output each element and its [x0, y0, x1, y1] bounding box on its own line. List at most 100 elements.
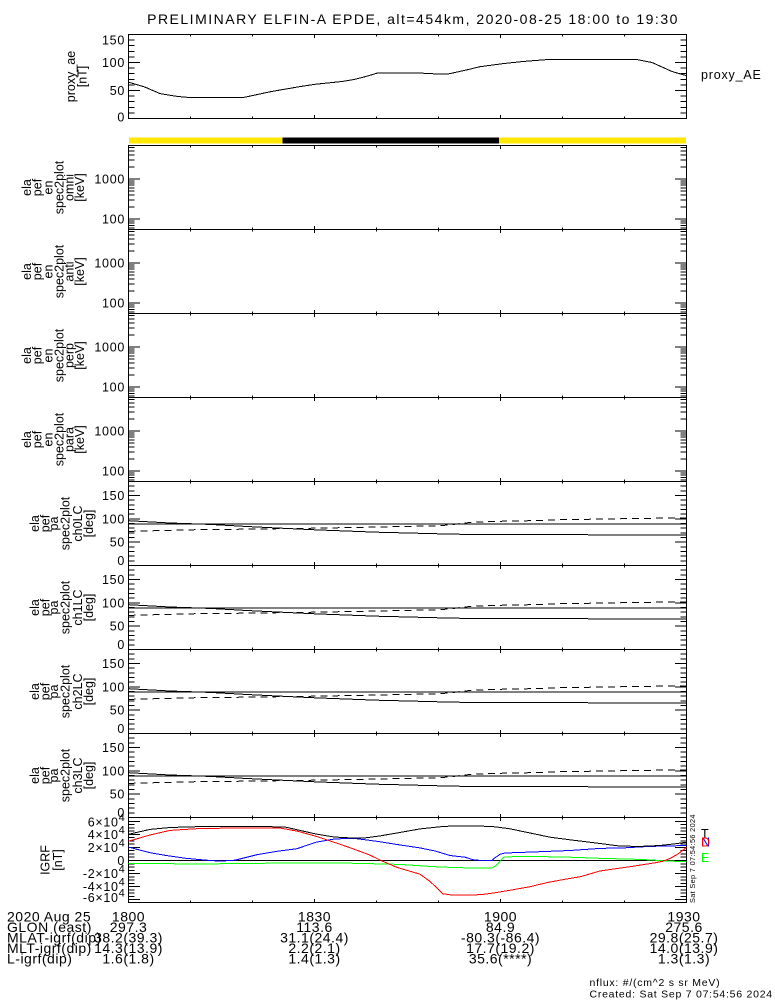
svg-text:[keV]: [keV]: [73, 341, 87, 370]
svg-text:-2×104: -2×104: [83, 864, 126, 882]
svg-text:150: 150: [102, 741, 125, 755]
svg-text:150: 150: [102, 657, 125, 671]
svg-text:1000: 1000: [94, 424, 125, 438]
svg-text:50: 50: [110, 84, 125, 98]
svg-text:4×104: 4×104: [88, 824, 126, 842]
svg-text:ela: ela: [28, 767, 42, 784]
svg-text:anti: anti: [62, 261, 76, 281]
svg-text:ch0LC: ch0LC: [71, 505, 85, 541]
svg-text:ela: ela: [20, 263, 34, 280]
svg-text:GLON (east): GLON (east): [7, 919, 92, 935]
svg-text:50: 50: [110, 536, 125, 550]
svg-text:84.9: 84.9: [486, 919, 515, 935]
svg-text:[keV]: [keV]: [73, 173, 87, 202]
svg-text:29.8(25.7): 29.8(25.7): [650, 930, 719, 946]
svg-text:spec2plot: spec2plot: [52, 328, 66, 382]
svg-text:pa: pa: [47, 601, 61, 615]
svg-text:MLAT-igrf(dip): MLAT-igrf(dip): [7, 930, 102, 946]
svg-text:omni: omni: [62, 174, 76, 201]
svg-text:ch1LC: ch1LC: [71, 589, 85, 625]
svg-text:spec2plot: spec2plot: [52, 244, 66, 298]
svg-text:ela: ela: [28, 599, 42, 616]
svg-text:1900: 1900: [484, 909, 517, 925]
svg-text:100: 100: [102, 680, 125, 694]
svg-text:spec2plot: spec2plot: [52, 412, 66, 466]
svg-text:ch2LC: ch2LC: [71, 673, 85, 709]
svg-text:100: 100: [102, 381, 125, 395]
svg-text:0: 0: [117, 638, 125, 652]
svg-text:pef: pef: [38, 514, 52, 532]
svg-text:[keV]: [keV]: [73, 425, 87, 454]
svg-text:proxy_AE: proxy_AE: [701, 68, 762, 82]
svg-text:Created: Sat Sep 7 07:54:56 2: Created: Sat Sep 7 07:54:56 2024: [590, 989, 773, 1000]
svg-text:pef: pef: [31, 178, 45, 196]
svg-text:2.2(2.1): 2.2(2.1): [288, 940, 340, 956]
svg-text:spec2plot: spec2plot: [59, 580, 73, 634]
svg-text:MLT-igrf(dip): MLT-igrf(dip): [7, 940, 92, 956]
svg-text:PRELIMINARY ELFIN-A EPDE, alt=: PRELIMINARY ELFIN-A EPDE, alt=454km, 202…: [147, 11, 679, 27]
svg-text:100: 100: [102, 297, 125, 311]
svg-text:en: en: [41, 181, 55, 195]
svg-text:[keV]: [keV]: [73, 257, 87, 286]
svg-text:0: 0: [117, 806, 125, 820]
svg-text:1.3(1.3): 1.3(1.3): [658, 951, 710, 967]
svg-text:spec2plot: spec2plot: [59, 496, 73, 550]
svg-text:pa: pa: [47, 517, 61, 531]
svg-text:0: 0: [117, 554, 125, 568]
svg-text:perp: perp: [62, 343, 76, 368]
svg-text:proxy_ae: proxy_ae: [64, 51, 78, 102]
svg-text:1830: 1830: [298, 909, 331, 925]
svg-text:14.0(13.9): 14.0(13.9): [650, 940, 719, 956]
svg-text:[deg]: [deg]: [82, 594, 96, 622]
svg-text:100: 100: [102, 512, 125, 526]
svg-text:-4×104: -4×104: [83, 877, 126, 895]
svg-text:[deg]: [deg]: [82, 762, 96, 790]
svg-text:1000: 1000: [94, 256, 125, 270]
svg-text:[deg]: [deg]: [82, 510, 96, 538]
svg-text:pef: pef: [31, 346, 45, 364]
svg-text:pef: pef: [31, 430, 45, 448]
svg-text:ela: ela: [28, 515, 42, 532]
svg-text:14.3(13.9): 14.3(13.9): [94, 940, 163, 956]
svg-text:pa: pa: [47, 769, 61, 783]
svg-text:ela: ela: [20, 179, 34, 196]
svg-text:100: 100: [102, 764, 125, 778]
svg-text:T: T: [701, 827, 709, 841]
svg-text:150: 150: [102, 489, 125, 503]
svg-text:1930: 1930: [667, 909, 700, 925]
svg-text:[nT]: [nT]: [76, 66, 90, 88]
svg-text:pa: pa: [47, 685, 61, 699]
svg-text:35.6(****): 35.6(****): [469, 951, 532, 967]
svg-text:pef: pef: [38, 766, 52, 784]
svg-text:spec2plot: spec2plot: [59, 748, 73, 802]
svg-text:38.2(39.3): 38.2(39.3): [94, 930, 163, 946]
svg-text:L-igrf(dip): L-igrf(dip): [7, 951, 72, 967]
svg-text:pef: pef: [38, 682, 52, 700]
svg-text:0: 0: [117, 722, 125, 736]
svg-text:31.1(24.4): 31.1(24.4): [280, 930, 349, 946]
svg-text:1800: 1800: [112, 909, 145, 925]
svg-text:17.7(19.2): 17.7(19.2): [466, 940, 535, 956]
svg-text:ela: ela: [20, 431, 34, 448]
svg-text:[deg]: [deg]: [82, 678, 96, 706]
svg-text:nflux: #/(cm^2 s sr MeV): nflux: #/(cm^2 s sr MeV): [590, 977, 721, 989]
svg-text:6×104: 6×104: [88, 812, 126, 830]
svg-text:2×104: 2×104: [88, 837, 126, 855]
svg-text:150: 150: [102, 573, 125, 587]
svg-text:100: 100: [102, 596, 125, 610]
svg-text:en: en: [41, 433, 55, 447]
svg-text:E: E: [701, 851, 709, 865]
svg-text:2020 Aug 25: 2020 Aug 25: [7, 909, 91, 925]
svg-text:1000: 1000: [94, 172, 125, 186]
svg-text:1000: 1000: [94, 340, 125, 354]
svg-text:IGRF: IGRF: [39, 845, 53, 875]
svg-text:0: 0: [117, 111, 125, 125]
svg-text:en: en: [41, 349, 55, 363]
svg-text:N: N: [701, 836, 710, 850]
svg-text:Sat Sep 7 07:54:56 2024: Sat Sep 7 07:54:56 2024: [688, 814, 697, 903]
svg-text:50: 50: [110, 788, 125, 802]
svg-text:ch3LC: ch3LC: [71, 757, 85, 793]
svg-text:1.4(1.3): 1.4(1.3): [288, 951, 340, 967]
svg-text:297.3: 297.3: [110, 919, 148, 935]
svg-text:ela: ela: [28, 683, 42, 700]
